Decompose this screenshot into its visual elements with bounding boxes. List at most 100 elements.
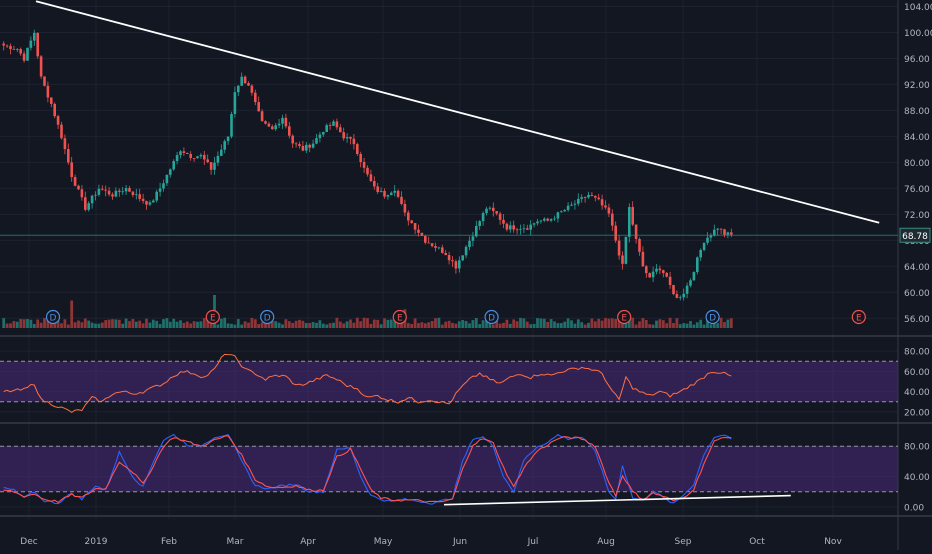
volume-bar bbox=[134, 321, 138, 328]
candle bbox=[689, 278, 692, 288]
candle bbox=[543, 217, 546, 223]
event-label: E bbox=[621, 314, 627, 324]
volume-bar bbox=[451, 322, 454, 328]
volume-bar bbox=[400, 320, 403, 328]
candle bbox=[179, 150, 182, 159]
candle bbox=[679, 295, 682, 301]
volume-bar bbox=[15, 321, 19, 328]
stoch-band bbox=[0, 446, 898, 492]
stoch-tick-label: 40.00 bbox=[904, 473, 930, 483]
candle bbox=[675, 290, 679, 299]
volume-bar bbox=[335, 317, 339, 328]
volume-bar bbox=[726, 319, 730, 328]
stoch-k-line bbox=[3, 433, 732, 505]
volume-bar bbox=[158, 323, 162, 328]
event-label: D bbox=[50, 314, 57, 324]
dividend-event-marker[interactable]: D bbox=[260, 309, 275, 325]
volume-bar bbox=[549, 319, 553, 328]
volume-bar bbox=[104, 320, 108, 328]
volume-bar bbox=[260, 322, 264, 328]
rsi-tick-label: 80.00 bbox=[904, 348, 930, 358]
candle bbox=[594, 195, 597, 202]
volume-bar bbox=[308, 322, 312, 328]
candle bbox=[549, 218, 553, 223]
volume-bar bbox=[77, 320, 80, 328]
dividend-event-marker[interactable]: D bbox=[484, 309, 499, 325]
candle bbox=[305, 141, 308, 154]
volume-bar bbox=[505, 319, 509, 328]
candle bbox=[702, 242, 706, 252]
volume-bar bbox=[583, 324, 587, 328]
candle bbox=[281, 114, 284, 129]
trendlines[interactable] bbox=[0, 0, 898, 506]
candle bbox=[118, 188, 121, 197]
volume-bar bbox=[155, 320, 159, 328]
candle bbox=[271, 124, 274, 130]
candle bbox=[570, 201, 573, 207]
candle bbox=[638, 237, 641, 256]
volume-bar bbox=[454, 323, 458, 328]
candle bbox=[461, 255, 464, 262]
earnings-event-marker[interactable]: E bbox=[205, 309, 220, 325]
volume-bar bbox=[90, 322, 94, 328]
candle bbox=[560, 210, 563, 213]
candle bbox=[696, 256, 699, 275]
candle bbox=[291, 134, 294, 149]
volume-bar bbox=[712, 319, 716, 328]
volume-bar bbox=[301, 320, 305, 328]
candle bbox=[529, 220, 532, 236]
price-tick-label: 104.00 bbox=[904, 3, 932, 13]
earnings-event-marker[interactable]: E bbox=[851, 309, 866, 325]
candle bbox=[155, 189, 158, 203]
dividend-event-marker[interactable]: D bbox=[705, 309, 720, 325]
candle bbox=[107, 187, 111, 197]
earnings-event-marker[interactable]: E bbox=[392, 309, 407, 325]
price-tick-label: 80.00 bbox=[904, 159, 930, 169]
volume-bar bbox=[141, 323, 145, 328]
candle bbox=[532, 222, 536, 228]
volume-bar bbox=[298, 319, 301, 328]
price-trendline[interactable] bbox=[35, 0, 880, 224]
volume-bar bbox=[121, 323, 125, 328]
volume-bar bbox=[124, 318, 128, 328]
volume-bar bbox=[39, 322, 43, 328]
volume-bar bbox=[631, 317, 635, 328]
stochastic-trendline[interactable] bbox=[443, 494, 791, 506]
event-label: D bbox=[488, 314, 495, 324]
candle bbox=[29, 36, 33, 51]
candle bbox=[522, 223, 526, 233]
volume-bar bbox=[468, 323, 471, 328]
candle bbox=[16, 48, 19, 53]
candle bbox=[706, 232, 709, 245]
volume-bar bbox=[580, 322, 584, 328]
candle bbox=[131, 190, 135, 198]
volume-bar bbox=[304, 323, 308, 328]
volume-bar bbox=[624, 321, 628, 328]
candle bbox=[379, 187, 383, 193]
candle bbox=[481, 211, 485, 226]
volume-bar bbox=[168, 321, 172, 328]
volume-bar bbox=[474, 317, 478, 328]
volume-bar bbox=[253, 319, 257, 328]
candle bbox=[19, 47, 22, 56]
volume-bar bbox=[668, 317, 672, 328]
volume-bar bbox=[294, 320, 298, 328]
candle bbox=[604, 200, 607, 210]
earnings-event-marker[interactable]: E bbox=[617, 309, 632, 325]
candle bbox=[471, 231, 475, 247]
time-tick-label: Aug bbox=[597, 537, 615, 547]
volume-bar bbox=[83, 318, 87, 328]
candle bbox=[668, 271, 672, 289]
volume-bar bbox=[529, 324, 533, 328]
candle bbox=[322, 131, 325, 137]
dividend-event-marker[interactable]: D bbox=[45, 309, 61, 325]
volume-bar bbox=[672, 323, 675, 328]
volume-bar bbox=[706, 318, 709, 328]
rsi-tick-label: 60.00 bbox=[904, 368, 930, 378]
candle bbox=[655, 263, 658, 275]
candle bbox=[709, 233, 713, 242]
candle bbox=[135, 188, 138, 200]
volume-bar bbox=[570, 320, 573, 328]
candle bbox=[651, 266, 655, 283]
